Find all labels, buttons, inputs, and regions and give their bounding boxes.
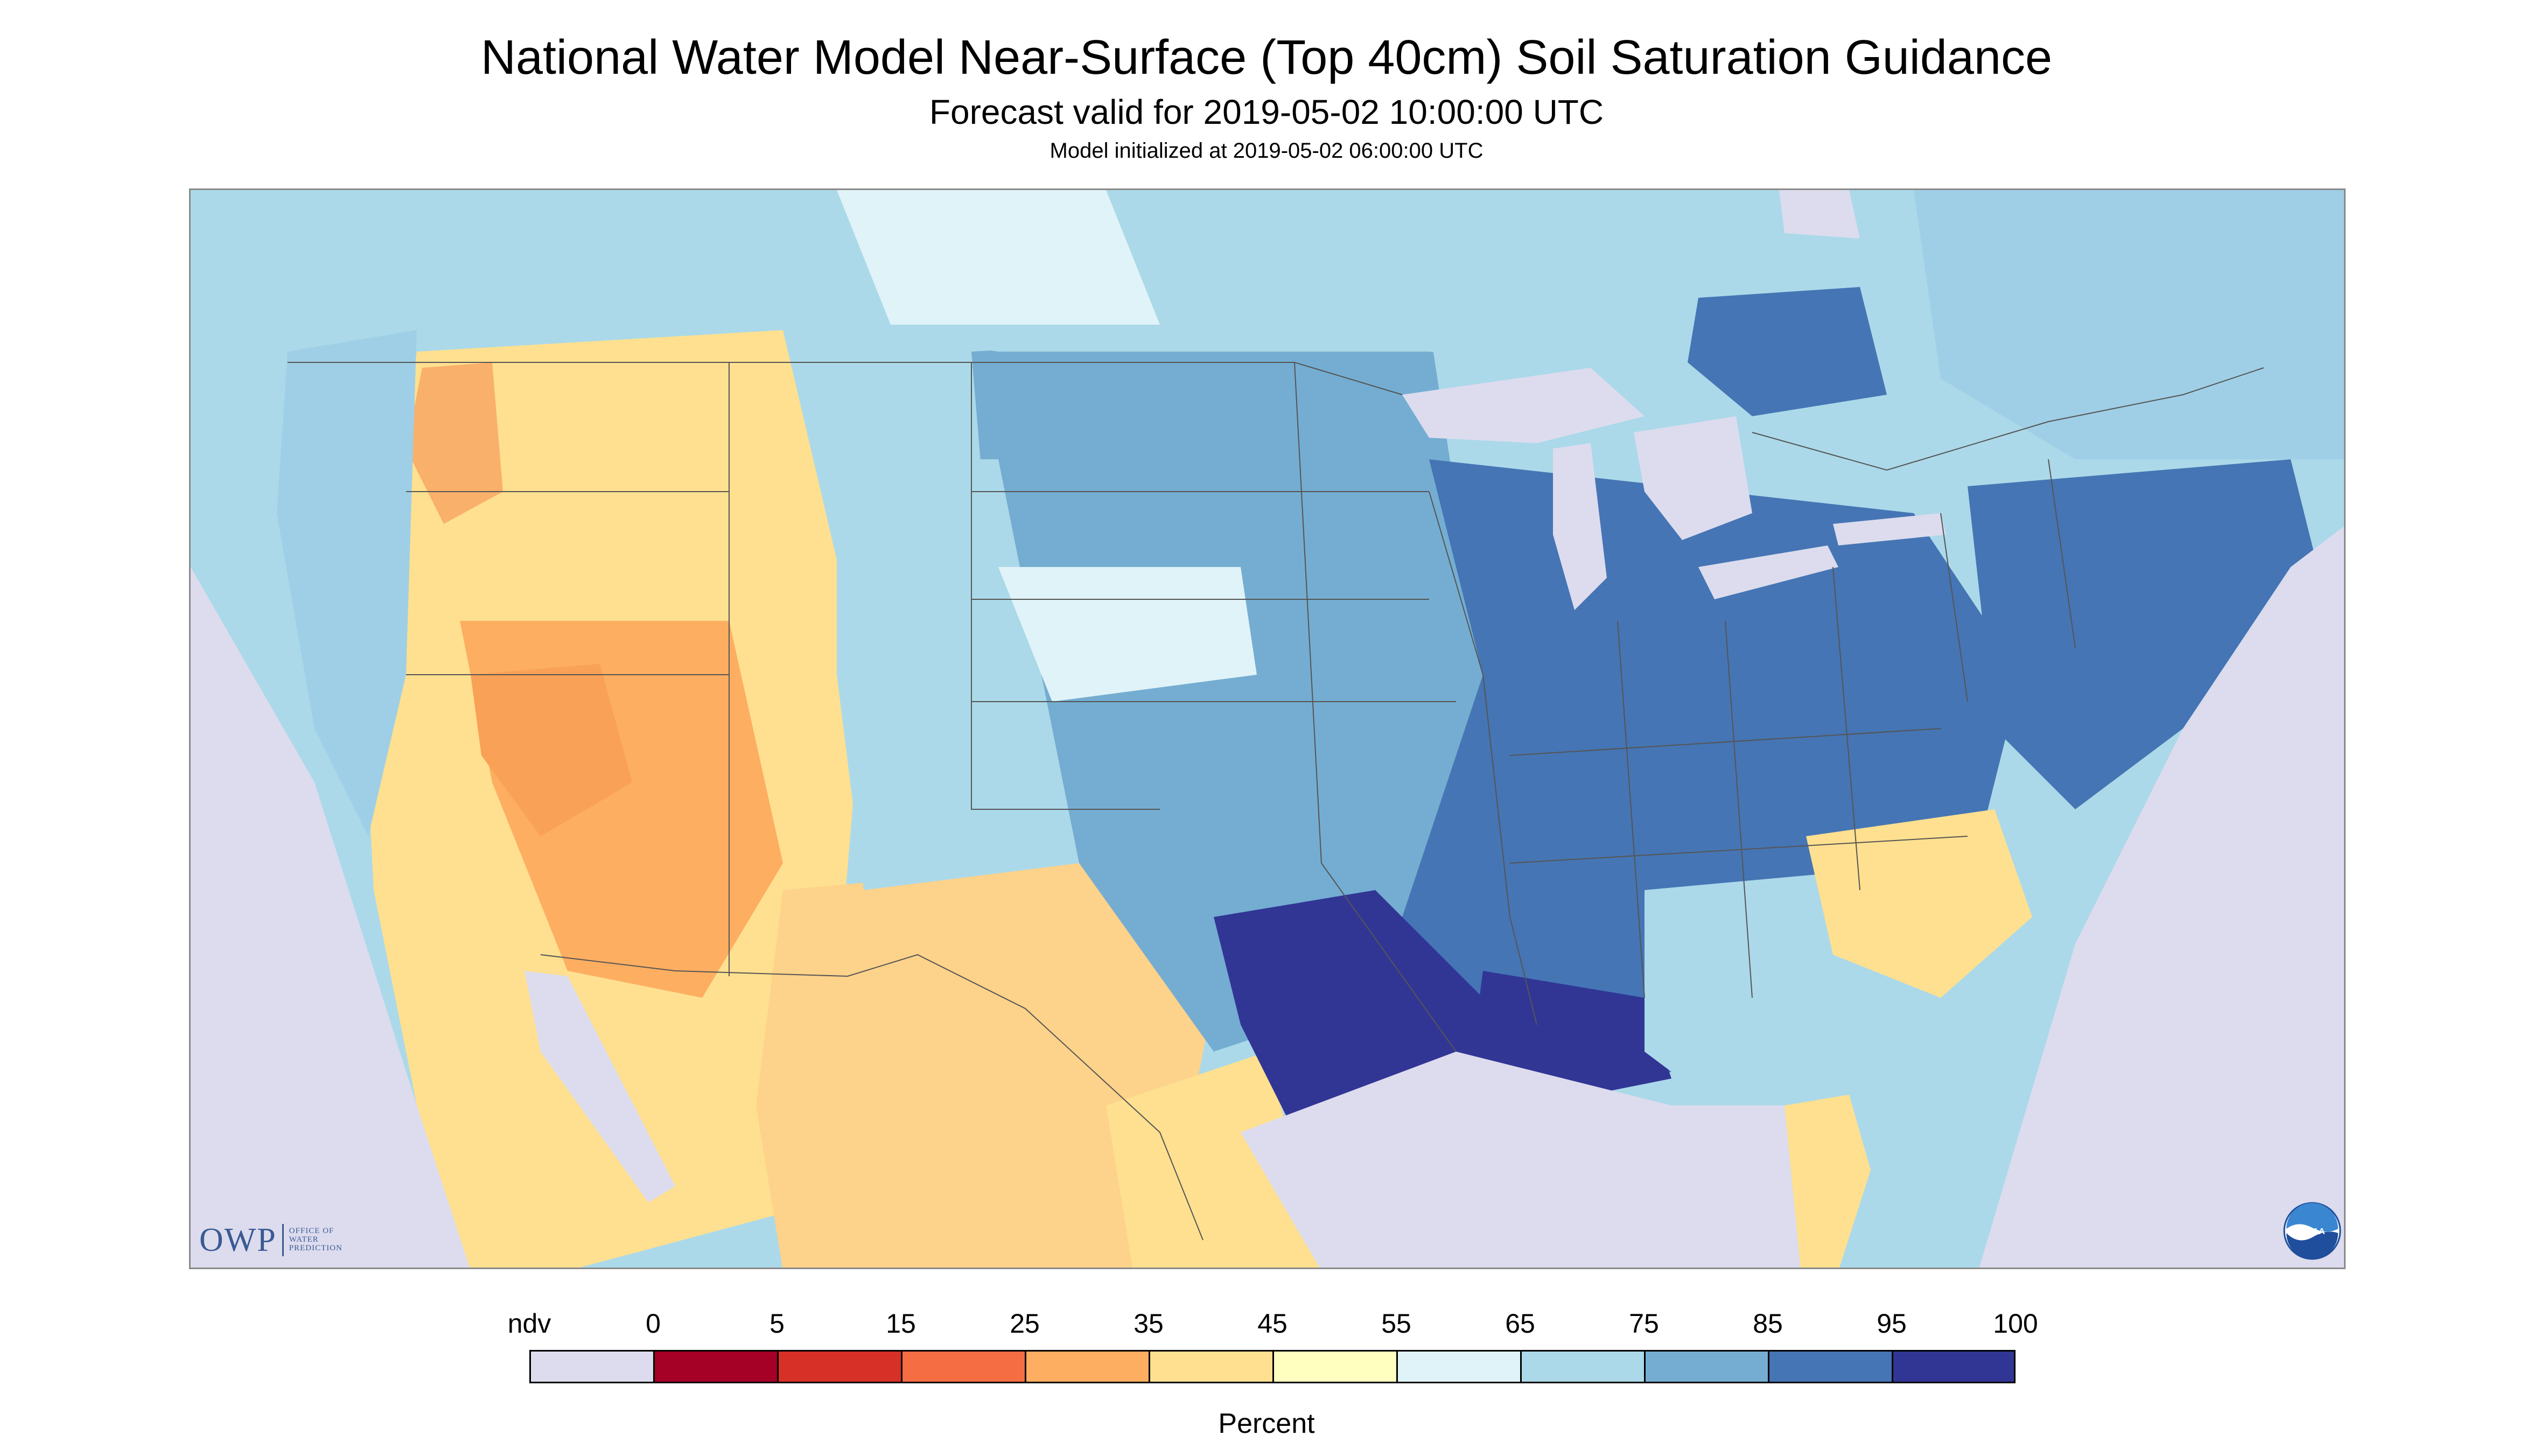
region-canada-plains-light (837, 190, 1160, 325)
state-line-2 (971, 362, 1160, 810)
us-canada-border (288, 362, 2264, 471)
owp-logo-separator (282, 1224, 284, 1256)
owp-logo: OWP OFFICE OF WATER PREDICTION (199, 1221, 342, 1259)
pacific-nodata (191, 567, 470, 1268)
legend-bin-label: 85 (1753, 1308, 1783, 1339)
legend-bin-label: 55 (1381, 1308, 1411, 1339)
legend-swatch (1644, 1350, 1768, 1383)
legend-swatch (529, 1350, 653, 1383)
model-init-time: Model initialized at 2019-05-02 06:00:00… (1049, 139, 1484, 163)
state-line-9 (1940, 459, 2076, 702)
region-west-texas-dry (756, 863, 1214, 1268)
atlantic-nodata (1979, 526, 2344, 1268)
legend-swatch (1149, 1350, 1272, 1383)
lake-ontario (1833, 513, 1946, 545)
legend-bin-label: 5 (769, 1308, 785, 1339)
lake-huron (1634, 416, 1752, 540)
state-line-6 (1429, 491, 1537, 1025)
legend-bin-label: 0 (646, 1308, 661, 1339)
region-ontario-wet (1688, 287, 1887, 416)
chart-title: National Water Model Near-Surface (Top 4… (480, 31, 2052, 85)
state-line-7 (1617, 566, 1860, 998)
legend-swatch (1520, 1350, 1644, 1383)
region-florida (1785, 1095, 1871, 1268)
legend-swatch (777, 1350, 901, 1383)
state-line-8 (1509, 728, 1968, 864)
region-quebec (1914, 190, 2344, 459)
legend-swatch (1892, 1350, 2016, 1383)
legend-bin-label: 75 (1629, 1308, 1659, 1339)
noaa-logo-text: NOAA (2299, 1227, 2325, 1236)
owp-logo-subtext: OFFICE OF WATER PREDICTION (289, 1227, 342, 1252)
legend-swatch (1025, 1350, 1149, 1383)
noaa-logo: NOAA (2283, 1202, 2341, 1260)
forecast-valid-time: Forecast valid for 2019-05-02 10:00:00 U… (929, 93, 1604, 131)
legend-bin-label: 25 (1010, 1308, 1040, 1339)
soil-saturation-map (189, 188, 2346, 1269)
gulf-of-california (524, 971, 675, 1202)
region-northeast-wet (1968, 459, 2318, 809)
region-idaho-dry (406, 362, 503, 524)
state-line-5 (1294, 362, 1457, 1052)
hudson-bay-nodata (1779, 190, 1860, 239)
legend-unit-label: Percent (1218, 1408, 1315, 1439)
region-nebraska-light (998, 567, 1257, 702)
region-carolinas-dry (1806, 809, 2032, 998)
legend-bin-label: ndv (507, 1308, 551, 1339)
legend-bin-label: 45 (1257, 1308, 1288, 1339)
state-line-4 (971, 491, 1456, 702)
lake-erie (1698, 545, 1838, 599)
state-line-3 (406, 491, 729, 675)
region-pacific-coast-moist (277, 330, 417, 836)
legend-swatch (1768, 1350, 1892, 1383)
gulf-of-mexico (1241, 1052, 1801, 1268)
region-central-plains (971, 325, 1483, 1052)
legend-bin-label: 100 (1993, 1308, 2038, 1339)
lake-michigan (1553, 443, 1607, 610)
political-boundaries (288, 362, 2264, 1241)
legend-bin-label: 15 (886, 1308, 916, 1339)
legend-swatch (653, 1350, 777, 1383)
lake-superior (1402, 368, 1645, 443)
region-nevada-dry (471, 664, 632, 836)
legend-bin-label: 35 (1133, 1308, 1164, 1339)
owp-logo-text: OWP (199, 1221, 277, 1258)
legend-bin-label: 95 (1877, 1308, 1907, 1339)
region-south-texas (1106, 1052, 1321, 1268)
legend-swatch (1396, 1350, 1520, 1383)
us-mexico-border (540, 954, 1203, 1241)
legend-swatch (1272, 1350, 1396, 1383)
legend-swatch (901, 1350, 1025, 1383)
color-legend: ndv 0 5 15 25 35 45 55 65 75 85 95 100 Percent (0, 1282, 2533, 1443)
legend-bin-label: 65 (1505, 1308, 1535, 1339)
